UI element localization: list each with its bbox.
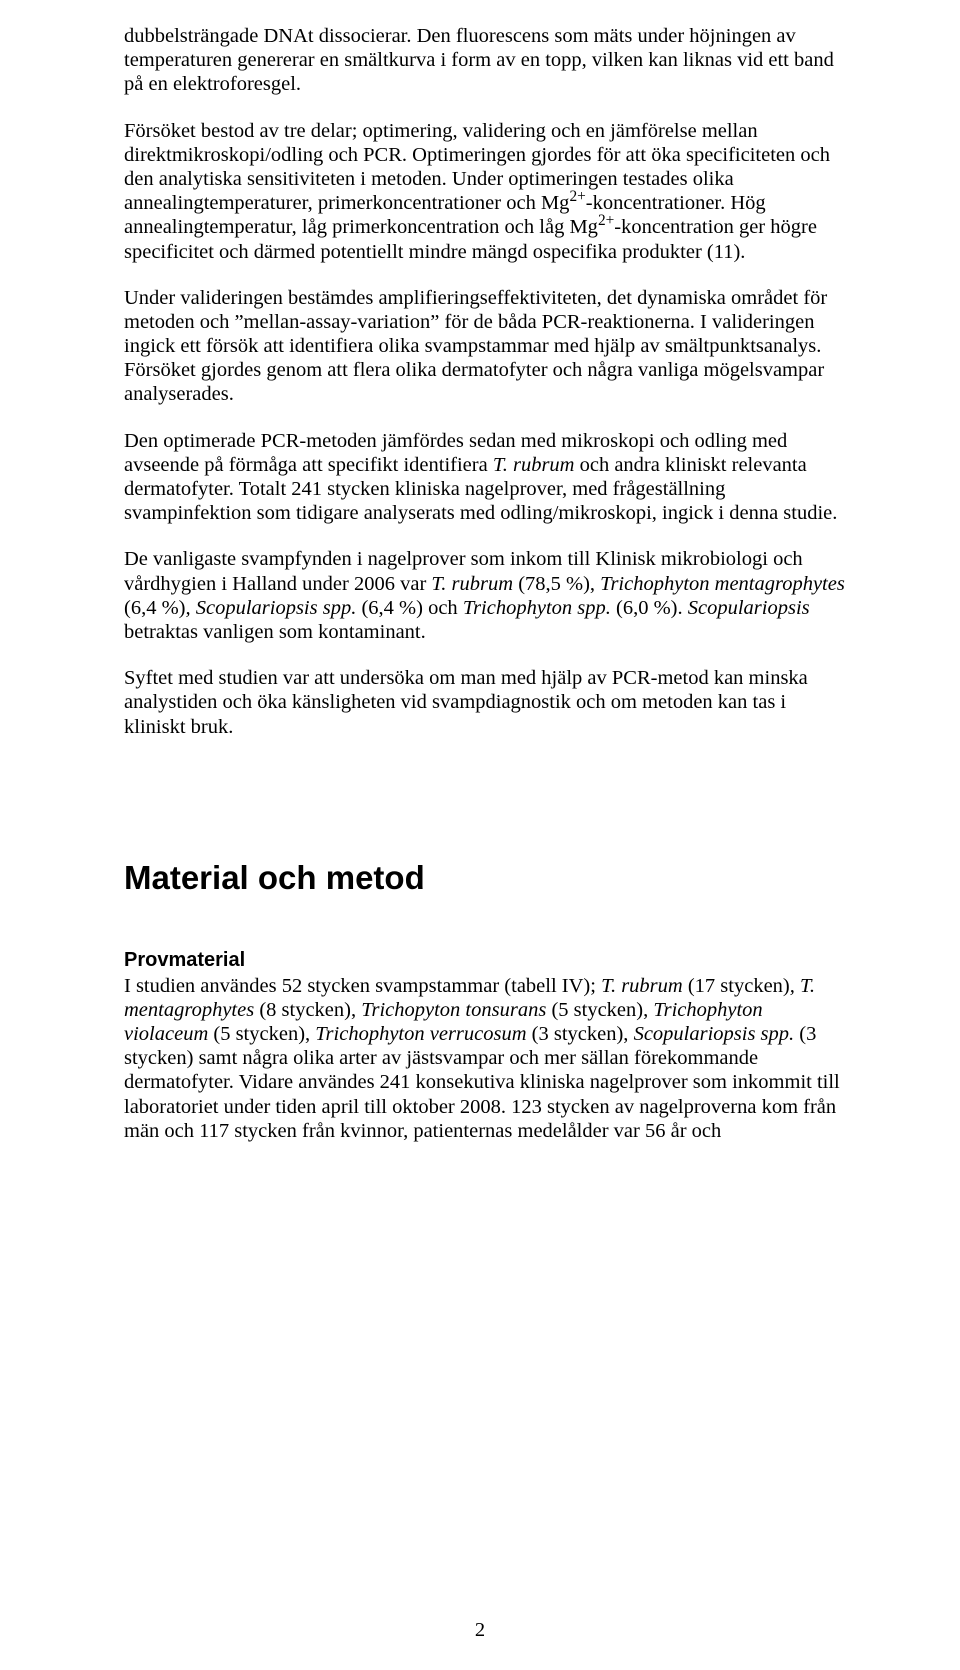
text-run: (6,4 %) (124, 597, 185, 619)
document-page: dubbelsträngade DNAt dissocierar. Den fl… (0, 0, 960, 1670)
text-run: (5 stycken), (551, 999, 653, 1021)
italic-text: Trichophyton verrucosum (315, 1023, 531, 1045)
superscript: 2+ (598, 212, 614, 229)
italic-text: T. rubrum (601, 975, 688, 997)
text-run: (17 stycken) (688, 975, 790, 997)
text-run: (8 stycken), (259, 999, 361, 1021)
italic-text: Trichophyton mentagrophytes (600, 573, 845, 595)
italic-text: T. rubrum (493, 454, 575, 476)
italic-text: , Scopulariopsis spp. (185, 597, 361, 619)
italic-text: T. rubrum (431, 573, 513, 595)
text-run: (3 stycken), (532, 1023, 634, 1045)
section-heading: Material och metod (124, 859, 846, 897)
paragraph: I studien användes 52 stycken svampstamm… (124, 974, 846, 1143)
italic-text: Scopulariopsis (688, 597, 810, 619)
paragraph: Under valideringen bestämdes amplifierin… (124, 286, 846, 407)
superscript: 2+ (569, 188, 585, 205)
italic-text: Trichophyton spp. (463, 597, 616, 619)
text-run: (6,0 %). (616, 597, 688, 619)
text-run: betraktas vanligen som kontaminant. (124, 621, 426, 643)
page-number: 2 (0, 1619, 960, 1642)
paragraph: Försöket bestod av tre delar; optimering… (124, 119, 846, 264)
paragraph: Syftet med studien var att undersöka om … (124, 666, 846, 739)
subsection-heading: Provmaterial (124, 949, 846, 972)
italic-text: Trichopyton tonsurans (361, 999, 551, 1021)
text-run: I studien användes 52 stycken svampstamm… (124, 975, 601, 997)
italic-text: Scopulariopsis spp. (634, 1023, 795, 1045)
paragraph: De vanligaste svampfynden i nagelprover … (124, 547, 846, 644)
text-run: (5 stycken), (213, 1023, 315, 1045)
text-run: (6,4 %) och (361, 597, 462, 619)
text-run: (78,5 %), (513, 573, 600, 595)
paragraph: Den optimerade PCR-metoden jämfördes sed… (124, 429, 846, 526)
paragraph: dubbelsträngade DNAt dissocierar. Den fl… (124, 24, 846, 97)
